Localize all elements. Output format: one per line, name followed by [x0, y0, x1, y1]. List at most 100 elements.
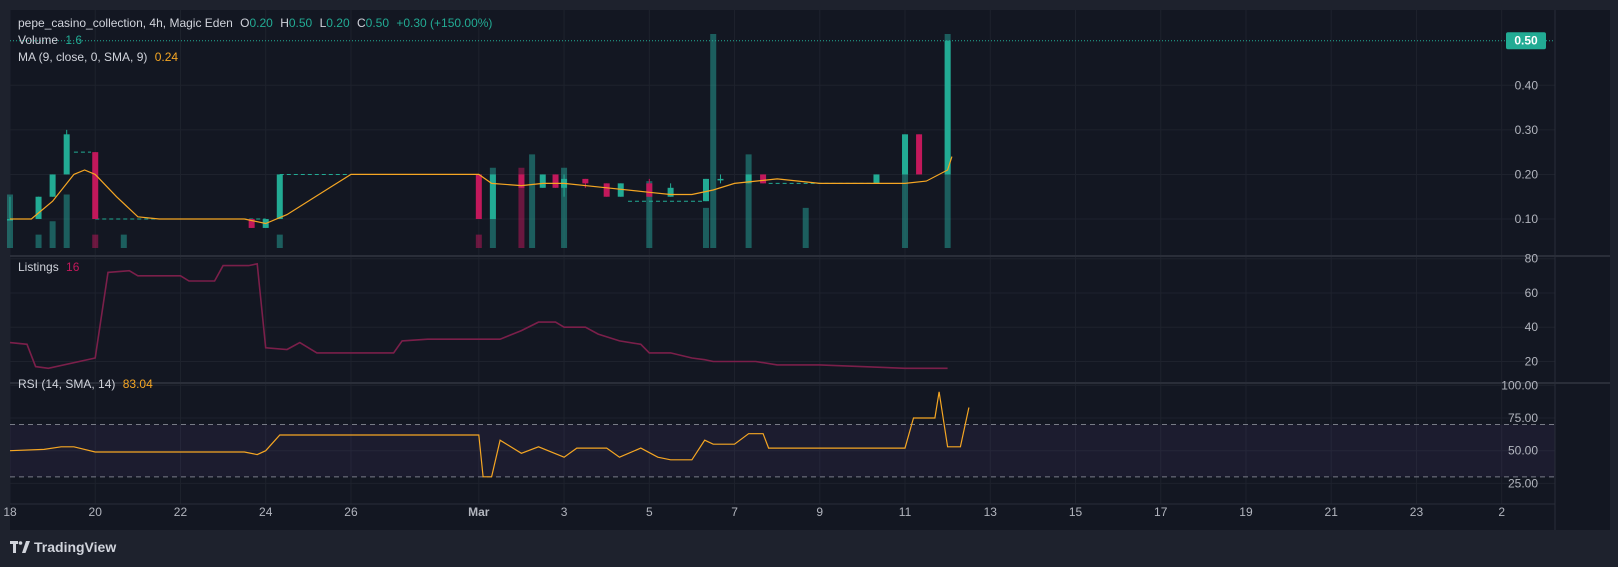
close-value: 0.50: [366, 16, 390, 30]
ma-legend-label: MA (9, close, 0, SMA, 9): [18, 50, 147, 64]
x-tick-label: Mar: [468, 505, 490, 519]
low-label: L: [320, 16, 327, 30]
last-price-tag-text: 0.50: [1514, 34, 1538, 48]
candle-body[interactable]: [646, 183, 653, 197]
volume-bar: [802, 207, 809, 248]
listings-legend-label: Listings: [18, 260, 59, 274]
volume-bar: [35, 234, 42, 248]
change-value: +0.30 (+150.00%): [396, 16, 492, 30]
x-tick-label: 22: [174, 505, 188, 519]
candle-body[interactable]: [276, 174, 283, 220]
volume-bar: [49, 221, 56, 248]
candle-body[interactable]: [475, 174, 482, 220]
high-label: H: [280, 16, 289, 30]
candle-body[interactable]: [617, 183, 624, 197]
y-tick-label: 0.20: [1515, 167, 1539, 181]
x-tick-label: 11: [899, 505, 912, 519]
y-tick-label: 50.00: [1508, 444, 1538, 458]
volume-bar: [745, 154, 752, 248]
high-value: 0.50: [289, 16, 313, 30]
x-tick-label: 3: [561, 505, 568, 519]
candle-body[interactable]: [944, 40, 951, 175]
candle-body[interactable]: [552, 174, 559, 188]
x-tick-label: 20: [89, 505, 103, 519]
candle-body[interactable]: [489, 174, 496, 220]
candle-body[interactable]: [603, 183, 610, 197]
y-tick-label: 75.00: [1508, 411, 1538, 425]
ma-line: [10, 156, 953, 225]
candle-body[interactable]: [35, 196, 42, 220]
volume-legend[interactable]: Volume 1.6: [18, 33, 82, 47]
rsi-line: [9, 391, 970, 478]
ma-legend-value: 0.24: [155, 50, 179, 64]
y-tick-label: 40: [1525, 320, 1539, 334]
candle-body[interactable]: [717, 178, 724, 181]
volume-bar: [710, 34, 717, 248]
candle-body[interactable]: [702, 178, 709, 202]
y-tick-label: 60: [1525, 286, 1539, 300]
ma-legend[interactable]: MA (9, close, 0, SMA, 9) 0.24: [18, 50, 178, 64]
candle-body[interactable]: [760, 174, 767, 184]
candle-body[interactable]: [63, 134, 70, 175]
rsi-legend[interactable]: RSI (14, SMA, 14) 83.04: [18, 377, 153, 391]
main-pane[interactable]: [10, 10, 1555, 256]
x-tick-label: 24: [259, 505, 273, 519]
rsi-legend-label: RSI (14, SMA, 14): [18, 377, 115, 391]
x-tick-label: 13: [984, 505, 998, 519]
volume-bar: [902, 154, 909, 248]
candle-body[interactable]: [667, 187, 674, 197]
candle-body[interactable]: [902, 134, 909, 175]
candle-body[interactable]: [92, 152, 99, 220]
listings-line: [9, 262, 948, 370]
candle-body[interactable]: [582, 178, 589, 184]
close-label: C: [357, 16, 366, 30]
time-axis-ticks[interactable]: 18 20 22 24 26 Mar 3 5 7 9 11 13 15 17 19 21 23 2: [3, 505, 1505, 519]
candle-body[interactable]: [49, 174, 56, 197]
candle-body[interactable]: [916, 134, 923, 175]
listings-legend-value: 16: [66, 260, 80, 274]
y-tick-label: 0.40: [1515, 78, 1539, 92]
rsi-legend-value: 83.04: [123, 377, 153, 391]
candle-body[interactable]: [873, 174, 880, 184]
last-price-tag: [1506, 32, 1546, 50]
volume-bar: [518, 167, 525, 248]
open-label: O: [240, 16, 249, 30]
volume-bar: [120, 234, 127, 248]
x-tick-label: 18: [3, 505, 17, 519]
x-tick-label: 5: [646, 505, 653, 519]
y-tick-label: 25.00: [1508, 476, 1538, 490]
candle-body[interactable]: [518, 174, 525, 188]
y-tick-label: 100.00: [1501, 378, 1538, 392]
x-tick-label: 17: [1154, 505, 1168, 519]
price-axis-ticks[interactable]: 0.10 0.20 0.30 0.40 20 40 60 80 25.00 50.00 75.00 1…: [1501, 78, 1538, 490]
x-tick-label: 26: [344, 505, 358, 519]
tradingview-brand-text: TradingView: [34, 539, 117, 555]
candle-body[interactable]: [745, 174, 752, 184]
listings-pane[interactable]: [10, 256, 1555, 383]
volume-bar: [63, 194, 70, 248]
tradingview-logo[interactable]: TradingView: [10, 539, 116, 555]
x-tick-label: 21: [1325, 505, 1339, 519]
candle-body[interactable]: [7, 219, 13, 221]
y-tick-label: 80: [1525, 252, 1539, 266]
candle-body[interactable]: [539, 174, 546, 188]
x-tick-label: 15: [1069, 505, 1083, 519]
symbol-title: pepe_casino_collection, 4h, Magic Eden: [18, 16, 233, 30]
volume-legend-value: 1.6: [65, 33, 82, 47]
x-tick-label: 23: [1410, 505, 1424, 519]
candle-body[interactable]: [248, 219, 255, 228]
volume-bar: [646, 181, 653, 248]
candles[interactable]: [7, 40, 951, 228]
open-value: 0.20: [250, 16, 274, 30]
volume-bar: [92, 234, 99, 248]
x-tick-label: 9: [816, 505, 823, 519]
volume-bar: [702, 207, 709, 248]
x-tick-label: 7: [731, 505, 738, 519]
rsi-band: [10, 424, 1555, 477]
volume-bar: [7, 194, 13, 248]
x-tick-label: 19: [1239, 505, 1253, 519]
header-legend[interactable]: pepe_casino_collection, 4h, Magic Eden O…: [18, 16, 492, 30]
y-tick-label: 20: [1525, 354, 1539, 368]
listings-legend[interactable]: Listings 16: [18, 260, 80, 274]
volume-bar: [475, 234, 482, 248]
